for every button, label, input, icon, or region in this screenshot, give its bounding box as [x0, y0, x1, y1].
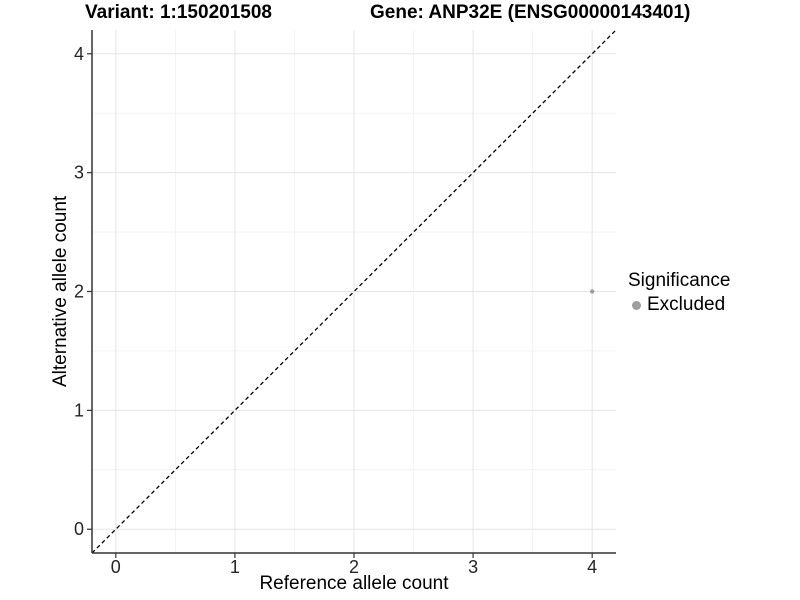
- y-tick-label: 0: [74, 519, 84, 539]
- legend-item-excluded: Excluded: [628, 294, 730, 316]
- y-tick-label: 2: [74, 282, 84, 302]
- legend-item-label: Excluded: [647, 294, 726, 315]
- y-tick-label: 1: [74, 400, 84, 420]
- legend-title: Significance: [628, 270, 731, 291]
- legend: Significance Excluded: [628, 270, 730, 316]
- legend-point-icon: [632, 300, 641, 310]
- x-tick-label: 1: [230, 557, 240, 577]
- x-tick-label: 4: [587, 557, 597, 577]
- x-tick-label: 0: [111, 557, 121, 577]
- y-tick-label: 4: [74, 44, 84, 64]
- x-axis-title: Reference allele count: [259, 573, 449, 594]
- variant-title: Variant: 1:150201508: [85, 2, 272, 23]
- identity-line: [91, 29, 617, 554]
- y-tick-label: 3: [74, 163, 84, 183]
- gene-title: Gene: ANP32E (ENSG00000143401): [370, 2, 691, 23]
- x-tick-label: 3: [468, 557, 478, 577]
- y-axis-title: Alternative allele count: [50, 195, 71, 388]
- data-point: [589, 289, 595, 294]
- x-tick-label: 2: [349, 557, 359, 577]
